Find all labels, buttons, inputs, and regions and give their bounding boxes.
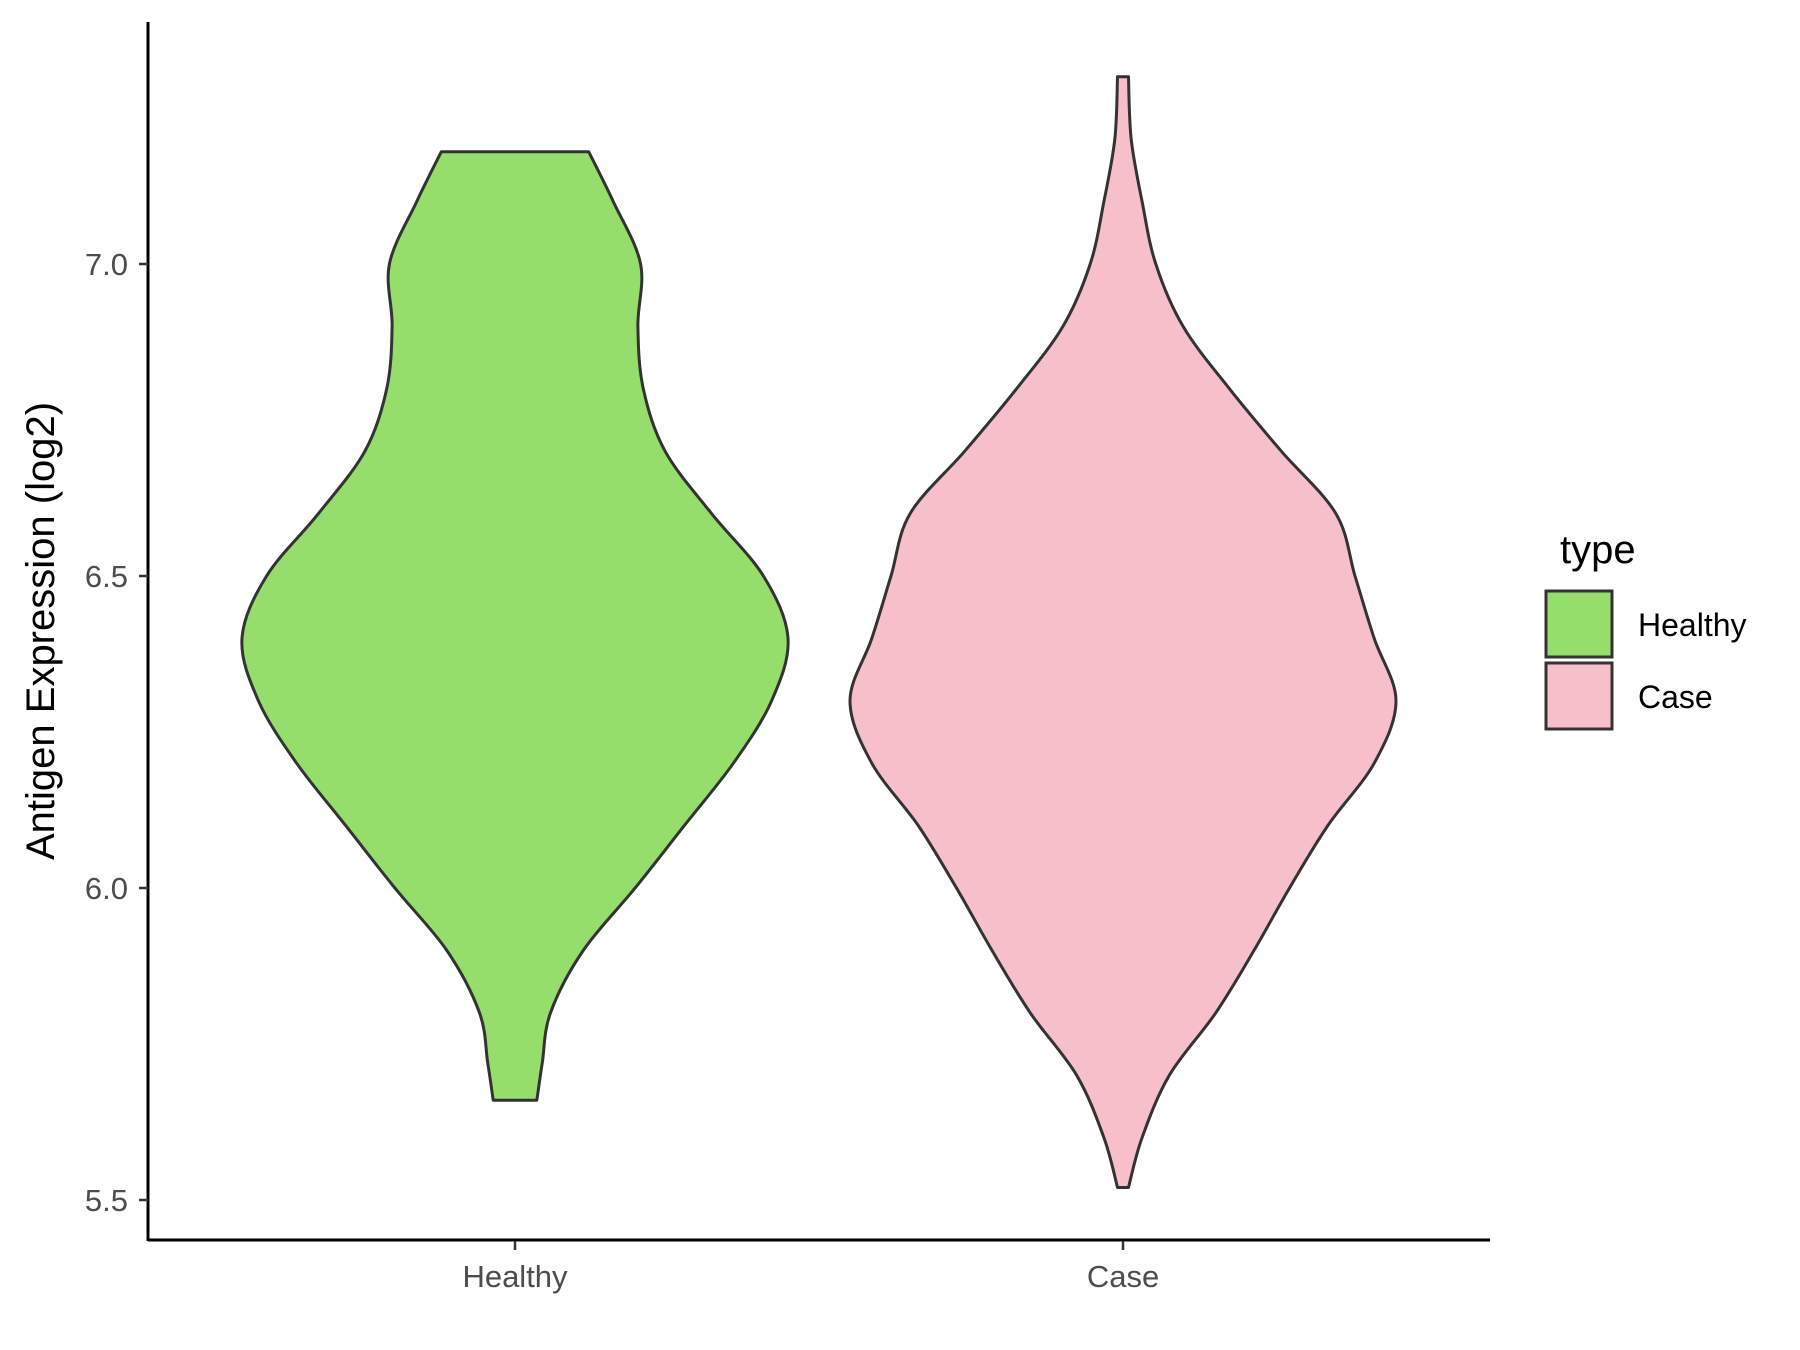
y-tick-label: 6.0 xyxy=(85,871,128,906)
legend-title: type xyxy=(1560,528,1636,572)
y-tick-label: 6.5 xyxy=(85,559,128,594)
violins xyxy=(240,75,1398,1189)
legend-items: Healthy Case xyxy=(1544,589,1747,731)
y-ticks: 5.5 6.0 6.5 7.0 xyxy=(85,247,148,1218)
legend-label-case: Case xyxy=(1638,679,1713,715)
legend-label-healthy: Healthy xyxy=(1638,607,1747,643)
y-axis-title: Antigen Expression (log2) xyxy=(19,402,63,860)
violin-case xyxy=(848,75,1398,1189)
legend-swatch-healthy xyxy=(1544,589,1614,659)
legend: type Healthy Case xyxy=(1544,528,1747,731)
plot-area: 5.5 6.0 6.5 7.0 Healthy Case xyxy=(85,22,1490,1294)
x-ticks: Healthy Case xyxy=(462,1241,1159,1294)
y-tick-label: 7.0 xyxy=(85,247,128,282)
violin-healthy xyxy=(240,150,790,1102)
x-tick-label: Healthy xyxy=(462,1259,568,1294)
y-tick-label: 5.5 xyxy=(85,1183,128,1218)
legend-swatch-case xyxy=(1544,661,1614,731)
x-tick-label: Case xyxy=(1087,1259,1159,1294)
